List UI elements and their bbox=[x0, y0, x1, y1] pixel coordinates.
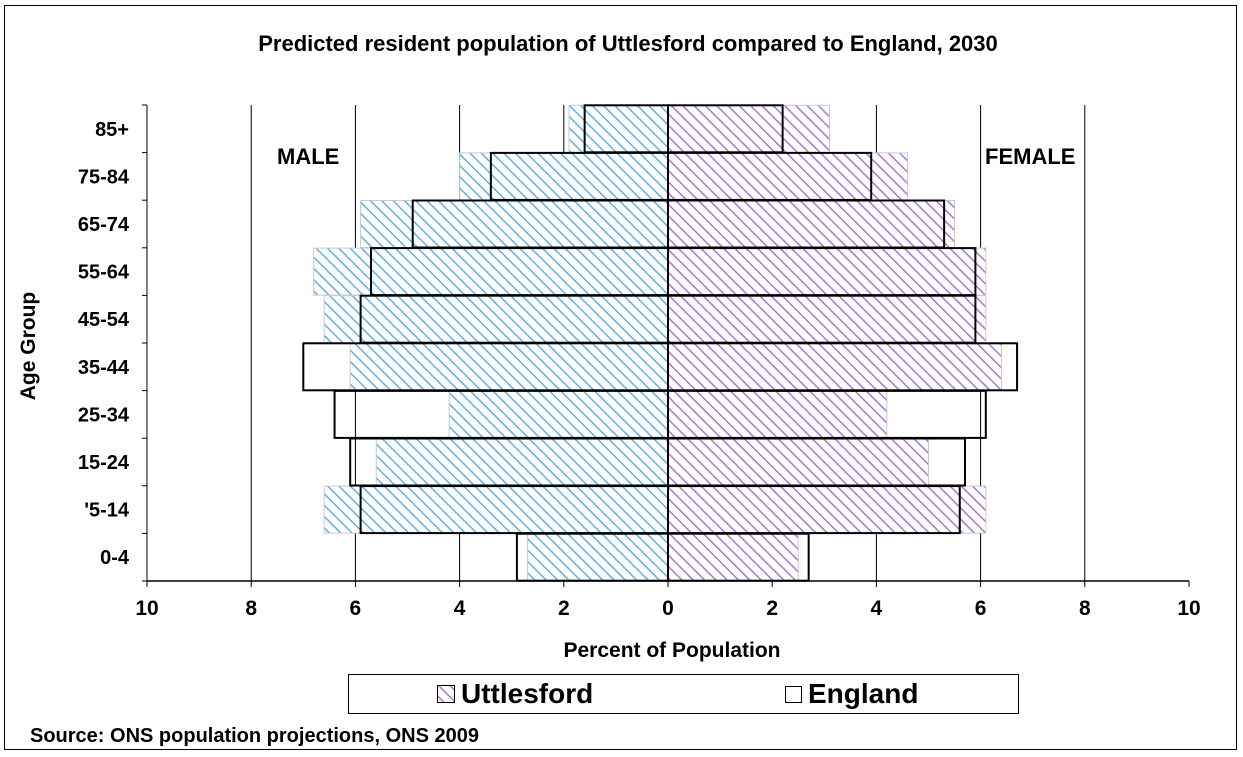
bar-uttlesford-female bbox=[667, 295, 987, 344]
female-side-label: FEMALE bbox=[985, 144, 1075, 169]
x-tick-label: 2 bbox=[766, 597, 778, 620]
age-group-label: 55-64 bbox=[78, 262, 130, 284]
age-group-label: 25-34 bbox=[78, 404, 130, 426]
age-group-label: 45-54 bbox=[78, 309, 130, 331]
x-tick-label: 10 bbox=[1177, 597, 1200, 620]
chart-frame: Predicted resident population of Uttlesf… bbox=[4, 5, 1237, 750]
age-group-label: 75-84 bbox=[78, 166, 130, 188]
age-group-label: '5-14 bbox=[84, 500, 130, 522]
uttlesford-swatch-icon bbox=[437, 685, 455, 703]
bar-uttlesford-female bbox=[667, 247, 987, 296]
axes bbox=[142, 104, 1190, 587]
male-side-label: MALE bbox=[277, 144, 339, 169]
population-pyramid-chart: Predicted resident population of Uttlesf… bbox=[17, 31, 1201, 662]
bar-uttlesford-female bbox=[667, 390, 888, 439]
england-swatch-icon bbox=[785, 685, 802, 703]
bar-uttlesford-female bbox=[667, 485, 987, 534]
x-tick-label: 10 bbox=[135, 597, 158, 620]
bar-uttlesford-male bbox=[526, 533, 669, 582]
chart-title: Predicted resident population of Uttlesf… bbox=[258, 31, 998, 56]
bar-uttlesford-male bbox=[313, 247, 669, 296]
bar-uttlesford-male bbox=[448, 390, 669, 439]
x-tick-label: 4 bbox=[454, 597, 466, 620]
age-group-label: 15-24 bbox=[78, 452, 130, 474]
legend-label-uttlesford: Uttlesford bbox=[461, 678, 594, 709]
x-tick-label: 8 bbox=[245, 597, 257, 620]
legend-item-uttlesford: Uttlesford bbox=[437, 678, 593, 710]
bar-uttlesford-male bbox=[349, 342, 669, 391]
x-tick-labels: 10 8 6 4 2 0 2 4 6 8 10 bbox=[135, 597, 1200, 620]
bar-uttlesford-female bbox=[667, 152, 909, 201]
bar-uttlesford-female bbox=[667, 200, 956, 248]
bar-uttlesford-male bbox=[360, 200, 669, 248]
bar-uttlesford-male bbox=[375, 438, 669, 486]
age-group-label: 85+ bbox=[95, 119, 129, 141]
age-group-label: 35-44 bbox=[78, 357, 130, 379]
age-group-label: 65-74 bbox=[78, 214, 130, 236]
bar-uttlesford-male bbox=[323, 295, 669, 344]
bar-uttlesford-female bbox=[667, 533, 799, 582]
bar-uttlesford-male bbox=[323, 485, 669, 534]
bar-uttlesford-female bbox=[667, 342, 1002, 391]
x-tick-label: 4 bbox=[871, 597, 883, 620]
bar-uttlesford-female bbox=[667, 438, 929, 486]
y-axis-label: Age Group bbox=[17, 292, 40, 401]
x-tick-label: 6 bbox=[350, 597, 362, 620]
bar-uttlesford-female bbox=[667, 104, 831, 153]
age-group-label: 0-4 bbox=[100, 547, 130, 569]
legend-label-england: England bbox=[808, 678, 919, 709]
x-tick-label: 6 bbox=[975, 597, 987, 620]
x-tick-label: 8 bbox=[1079, 597, 1091, 620]
age-group-labels: 85+ 75-84 65-74 55-64 45-54 35-44 25-34 15-24 '5… bbox=[78, 119, 130, 569]
uttlesford-bars bbox=[313, 104, 1002, 582]
x-axis-label: Percent of Population bbox=[563, 639, 780, 662]
x-tick-label: 2 bbox=[558, 597, 570, 620]
legend-item-england: England bbox=[785, 678, 918, 710]
source-note: Source: ONS population projections, ONS … bbox=[30, 725, 479, 747]
chart-legend: Uttlesford England bbox=[348, 674, 1019, 714]
x-tick-label: 0 bbox=[662, 597, 674, 620]
